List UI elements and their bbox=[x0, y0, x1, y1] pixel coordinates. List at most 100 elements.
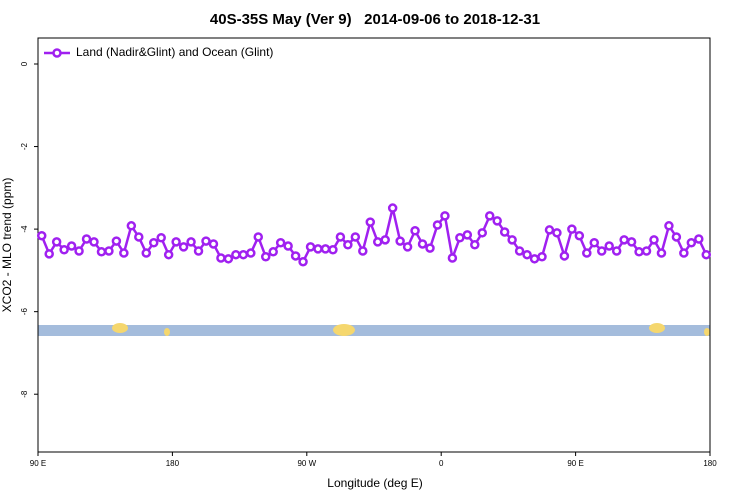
x-tick-label: 180 bbox=[166, 459, 180, 468]
data-point bbox=[679, 248, 689, 258]
y-tick-label: -6 bbox=[20, 308, 29, 316]
data-point bbox=[305, 242, 316, 252]
data-point bbox=[290, 251, 301, 261]
data-point bbox=[529, 254, 540, 264]
data-point bbox=[574, 230, 585, 241]
data-point bbox=[425, 243, 435, 253]
data-point bbox=[641, 246, 652, 256]
data-point bbox=[507, 235, 517, 245]
data-point bbox=[335, 232, 346, 242]
data-point bbox=[246, 248, 256, 258]
legend-marker bbox=[52, 48, 62, 58]
data-point bbox=[634, 247, 644, 257]
data-point bbox=[201, 236, 211, 246]
data-point bbox=[358, 246, 368, 256]
data-point bbox=[649, 235, 659, 245]
data-point bbox=[559, 251, 570, 261]
data-point bbox=[126, 221, 137, 231]
data-point bbox=[619, 235, 629, 245]
data-point bbox=[522, 249, 532, 260]
data-point bbox=[268, 247, 278, 257]
data-point bbox=[283, 241, 293, 251]
data-point bbox=[178, 242, 189, 252]
data-point bbox=[216, 253, 226, 263]
data-point bbox=[343, 240, 353, 250]
data-point bbox=[567, 224, 577, 234]
y-tick-label: -4 bbox=[20, 225, 29, 233]
data-point bbox=[193, 246, 204, 256]
data-point bbox=[81, 234, 92, 244]
data-point bbox=[671, 232, 682, 242]
data-point bbox=[231, 249, 241, 260]
data-point bbox=[134, 232, 144, 242]
x-axis-label: Longitude (deg E) bbox=[327, 476, 422, 490]
data-point bbox=[66, 241, 77, 251]
x-tick-label: 90 E bbox=[30, 459, 46, 468]
data-point bbox=[186, 237, 196, 247]
y-tick-label: -8 bbox=[20, 390, 29, 398]
data-point bbox=[350, 232, 361, 242]
data-point bbox=[223, 254, 234, 264]
data-point bbox=[410, 226, 420, 236]
data-point bbox=[440, 211, 450, 221]
data-point bbox=[395, 236, 405, 246]
data-point bbox=[275, 237, 286, 248]
data-point bbox=[455, 233, 465, 243]
data-point bbox=[611, 246, 622, 256]
data-point bbox=[477, 228, 488, 238]
data-point bbox=[387, 203, 398, 213]
data-point bbox=[163, 249, 174, 260]
data-point bbox=[89, 237, 99, 247]
data-point bbox=[313, 244, 323, 254]
data-point bbox=[380, 235, 390, 245]
data-point bbox=[365, 217, 376, 227]
data-point bbox=[656, 248, 667, 258]
ocean-strip bbox=[38, 325, 710, 336]
data-point bbox=[664, 221, 674, 231]
data-point bbox=[596, 246, 607, 256]
data-point bbox=[552, 228, 562, 238]
data-point bbox=[328, 244, 338, 255]
y-tick-label: 0 bbox=[20, 61, 29, 66]
data-point bbox=[447, 253, 458, 263]
x-tick-label: 90 E bbox=[567, 459, 583, 468]
data-point bbox=[417, 239, 428, 249]
data-point bbox=[44, 249, 54, 259]
data-point bbox=[626, 237, 637, 247]
data-point bbox=[96, 247, 107, 257]
data-point bbox=[582, 248, 592, 258]
y-axis-label: XCO2 - MLO trend (ppm) bbox=[0, 178, 14, 313]
data-point bbox=[402, 242, 413, 252]
data-point bbox=[589, 237, 600, 248]
data-point bbox=[462, 230, 473, 240]
data-point bbox=[171, 237, 181, 247]
chart-title: 40S-35S May (Ver 9) 2014-09-06 to 2018-1… bbox=[210, 11, 540, 28]
data-point bbox=[156, 233, 166, 243]
data-point bbox=[59, 244, 69, 255]
data-point bbox=[470, 240, 480, 250]
data-point bbox=[604, 241, 614, 251]
data-point bbox=[119, 248, 129, 258]
data-point bbox=[537, 252, 547, 262]
plot-frame bbox=[37, 37, 711, 453]
data-point bbox=[36, 230, 47, 241]
data-point bbox=[148, 237, 159, 248]
x-tick-label: 180 bbox=[703, 459, 717, 468]
x-tick-label: 90 W bbox=[297, 459, 316, 468]
data-point bbox=[298, 256, 308, 267]
land-shapes bbox=[112, 323, 710, 336]
data-point bbox=[492, 216, 502, 226]
y-tick-label: -2 bbox=[20, 142, 29, 150]
data-point bbox=[208, 239, 219, 249]
data-point bbox=[51, 237, 62, 247]
data-point bbox=[320, 244, 331, 254]
data-point bbox=[104, 246, 114, 256]
data-point bbox=[238, 249, 249, 260]
data-point bbox=[499, 227, 510, 237]
legend-label: Land (Nadir&Glint) and Ocean (Glint) bbox=[76, 45, 273, 59]
data-point bbox=[141, 248, 152, 258]
data-point bbox=[260, 252, 271, 262]
data-point bbox=[694, 234, 704, 244]
data-point bbox=[701, 249, 712, 260]
data-point bbox=[484, 211, 495, 221]
